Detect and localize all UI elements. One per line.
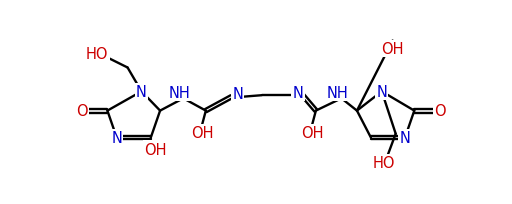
Text: OH: OH <box>144 142 167 157</box>
Text: OH: OH <box>301 126 323 141</box>
Text: NH: NH <box>168 85 190 100</box>
Text: O: O <box>76 104 88 119</box>
Text: N: N <box>136 84 147 99</box>
Text: HO: HO <box>86 47 109 62</box>
Text: N: N <box>111 130 122 145</box>
Text: HO: HO <box>373 155 395 170</box>
Text: N: N <box>293 85 304 100</box>
Text: N: N <box>399 130 411 145</box>
Text: O: O <box>434 104 445 119</box>
Text: OH: OH <box>190 126 213 141</box>
Text: N: N <box>232 87 243 102</box>
Text: N: N <box>376 84 387 99</box>
Text: OH: OH <box>381 42 404 57</box>
Text: NH: NH <box>327 85 349 100</box>
